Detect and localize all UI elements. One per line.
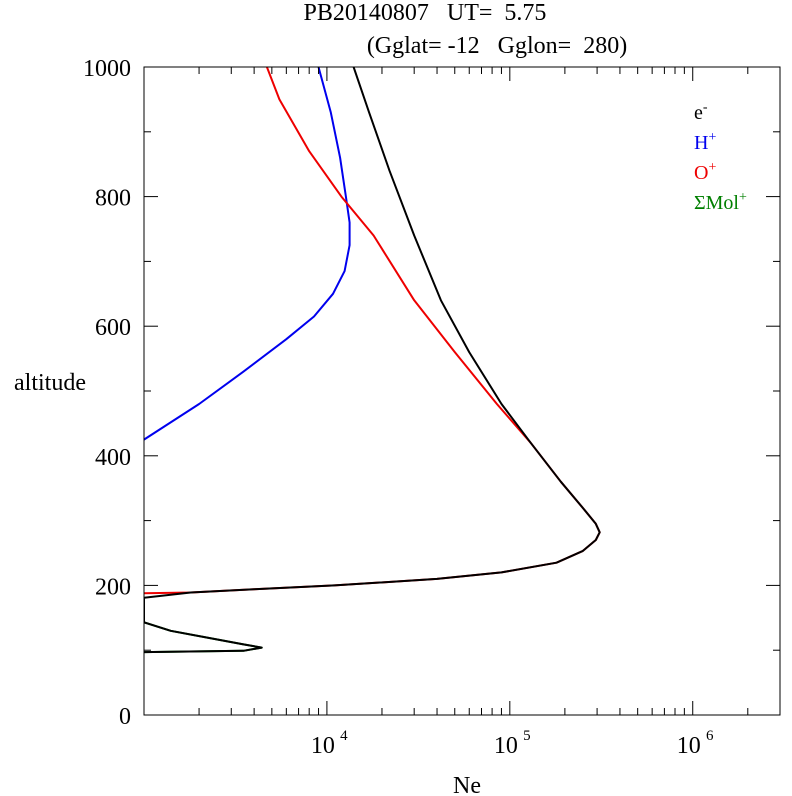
x-axis-label: Ne	[453, 773, 481, 796]
chart-title-line2: (Gglat= -12 Gglon= 280)	[367, 33, 627, 59]
y-tick-label: 600	[95, 315, 131, 341]
x-tick-exponent: 6	[706, 728, 714, 744]
y-axis-label: altitude	[14, 370, 86, 396]
y-tick-label: 200	[95, 574, 131, 600]
y-tick-label: 400	[95, 445, 131, 471]
x-tick-label: 10	[311, 733, 335, 759]
legend-entry-0: e-	[694, 100, 708, 124]
x-tick-exponent: 5	[523, 728, 531, 744]
y-tick-label: 800	[95, 186, 131, 212]
series-line-0	[144, 67, 601, 654]
x-tick-exponent: 4	[340, 728, 348, 744]
series-line-1	[144, 67, 351, 441]
legend-entry-1: H+	[694, 130, 716, 154]
series-line-2	[144, 67, 601, 595]
legend: e- H+ O+ ΣMol+	[694, 100, 747, 214]
series-lines	[144, 67, 601, 654]
legend-entry-2: O+	[694, 160, 716, 184]
legend-entry-3: ΣMol+	[694, 190, 747, 214]
y-tick-label: 1000	[83, 56, 131, 82]
plot-frame	[143, 66, 781, 716]
x-tick-label: 10	[677, 733, 701, 759]
axis-ticks: 0 200 400 600 800 1000 10 4 10 5 10 6	[83, 56, 781, 759]
x-tick-label: 10	[494, 733, 518, 759]
chart-title-line1: PB20140807 UT= 5.75	[304, 0, 547, 26]
y-tick-label: 0	[119, 704, 131, 730]
